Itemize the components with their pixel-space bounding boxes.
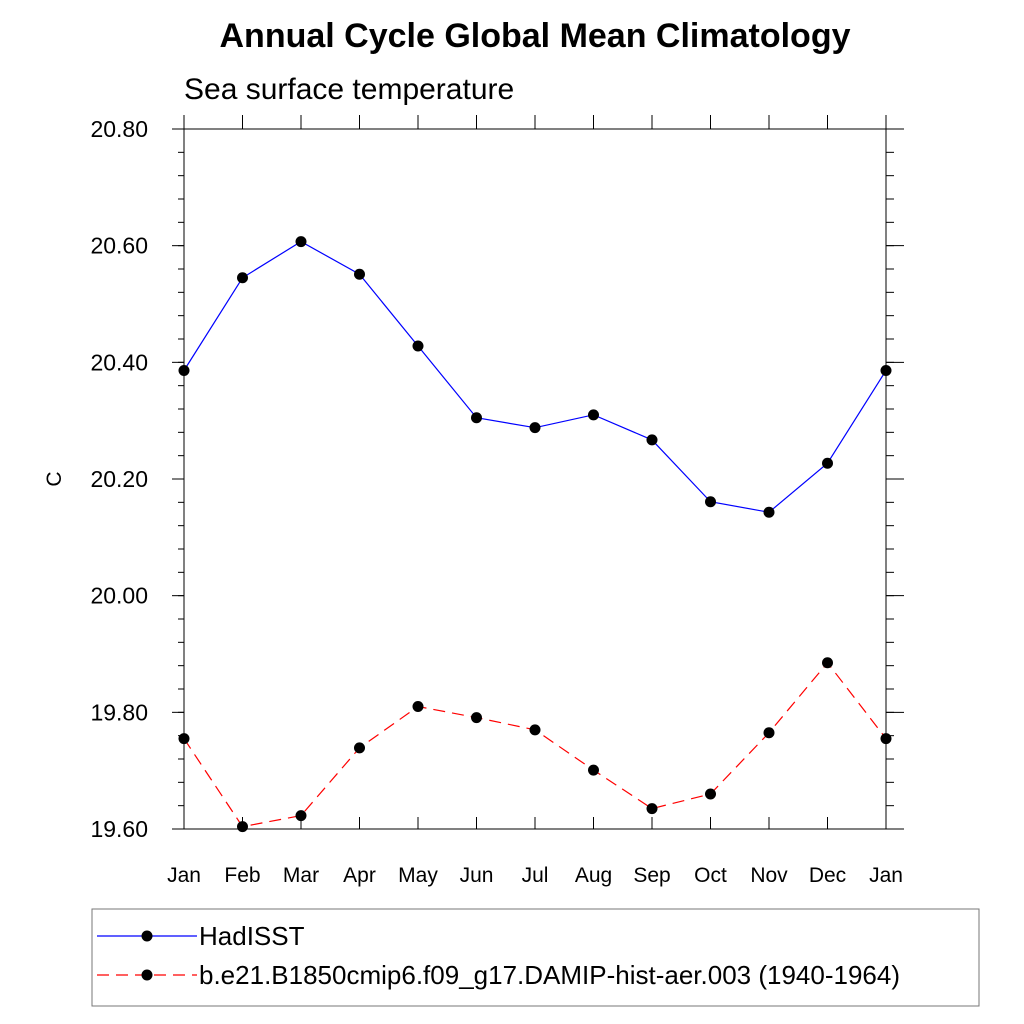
series-1 xyxy=(178,236,892,518)
data-point xyxy=(646,434,658,446)
data-point xyxy=(354,268,365,280)
data-point xyxy=(763,727,775,739)
y-tick-label: 20.60 xyxy=(90,233,148,259)
y-tick-label: 20.20 xyxy=(90,466,148,492)
x-tick-label: Mar xyxy=(283,864,319,887)
legend-label: b.e21.B1850cmip6.f09_g17.DAMIP-hist-aer.… xyxy=(199,960,900,990)
y-tick-label: 20.80 xyxy=(90,116,148,142)
x-tick-label: Jan xyxy=(167,864,201,887)
data-point xyxy=(354,742,365,754)
y-axis-label: C xyxy=(43,471,66,486)
y-tick-label: 19.60 xyxy=(90,816,148,842)
series-layer xyxy=(178,236,892,833)
data-point xyxy=(529,724,541,736)
x-tick-label: Apr xyxy=(343,864,376,887)
legend-item-2: b.e21.B1850cmip6.f09_g17.DAMIP-hist-aer.… xyxy=(97,960,900,990)
data-point xyxy=(412,701,424,712)
x-tick-label: Jul xyxy=(522,864,549,887)
data-point xyxy=(237,821,248,833)
data-point xyxy=(295,236,307,248)
data-point xyxy=(237,272,248,284)
data-point xyxy=(178,733,190,745)
legend-marker xyxy=(141,969,153,981)
x-tick-label: Dec xyxy=(809,864,846,887)
x-tick-label: Aug xyxy=(575,864,612,887)
x-tick-label: May xyxy=(398,864,438,887)
y-tick-label: 20.40 xyxy=(90,349,148,375)
data-point xyxy=(880,733,892,745)
data-point xyxy=(471,412,482,424)
data-point xyxy=(178,365,190,376)
data-point xyxy=(822,457,833,469)
y-tick-label: 19.80 xyxy=(90,699,148,725)
data-point xyxy=(763,506,775,518)
plot-frame xyxy=(183,128,887,830)
data-point xyxy=(705,496,716,508)
legend-box xyxy=(91,908,980,1007)
axis-ticks: 20.80 20.60 20.40 20.20 20.00 19.80 19.60 Jan Fe… xyxy=(90,115,904,887)
x-tick-label: Feb xyxy=(224,864,260,887)
data-point xyxy=(471,712,482,724)
data-point xyxy=(412,340,424,352)
data-point xyxy=(588,764,599,776)
data-point xyxy=(880,365,892,376)
data-point xyxy=(295,810,307,822)
x-tick-label: Oct xyxy=(694,864,727,887)
x-tick-label: Jun xyxy=(460,864,494,887)
chart-title: Annual Cycle Global Mean Climatology xyxy=(220,17,851,55)
chart-subtitle: Sea surface temperature xyxy=(184,73,514,106)
series-2 xyxy=(178,657,892,833)
x-tick-label: Nov xyxy=(750,864,788,887)
y-tick-label: 20.00 xyxy=(90,583,148,609)
data-point xyxy=(822,657,833,669)
legend-item-1: HadISST xyxy=(97,921,305,951)
x-tick-label: Sep xyxy=(633,864,670,887)
data-point xyxy=(588,409,599,421)
data-point xyxy=(646,803,658,815)
legend-marker xyxy=(141,930,153,942)
x-tick-label: Jan xyxy=(869,864,903,887)
series-line xyxy=(183,240,887,513)
series-line xyxy=(183,661,887,828)
data-point xyxy=(705,788,716,800)
legend: HadISST b.e21.B1850cmip6.f09_g17.DAMIP-hi… xyxy=(97,921,900,990)
legend-label: HadISST xyxy=(199,921,305,951)
data-point xyxy=(529,422,541,434)
